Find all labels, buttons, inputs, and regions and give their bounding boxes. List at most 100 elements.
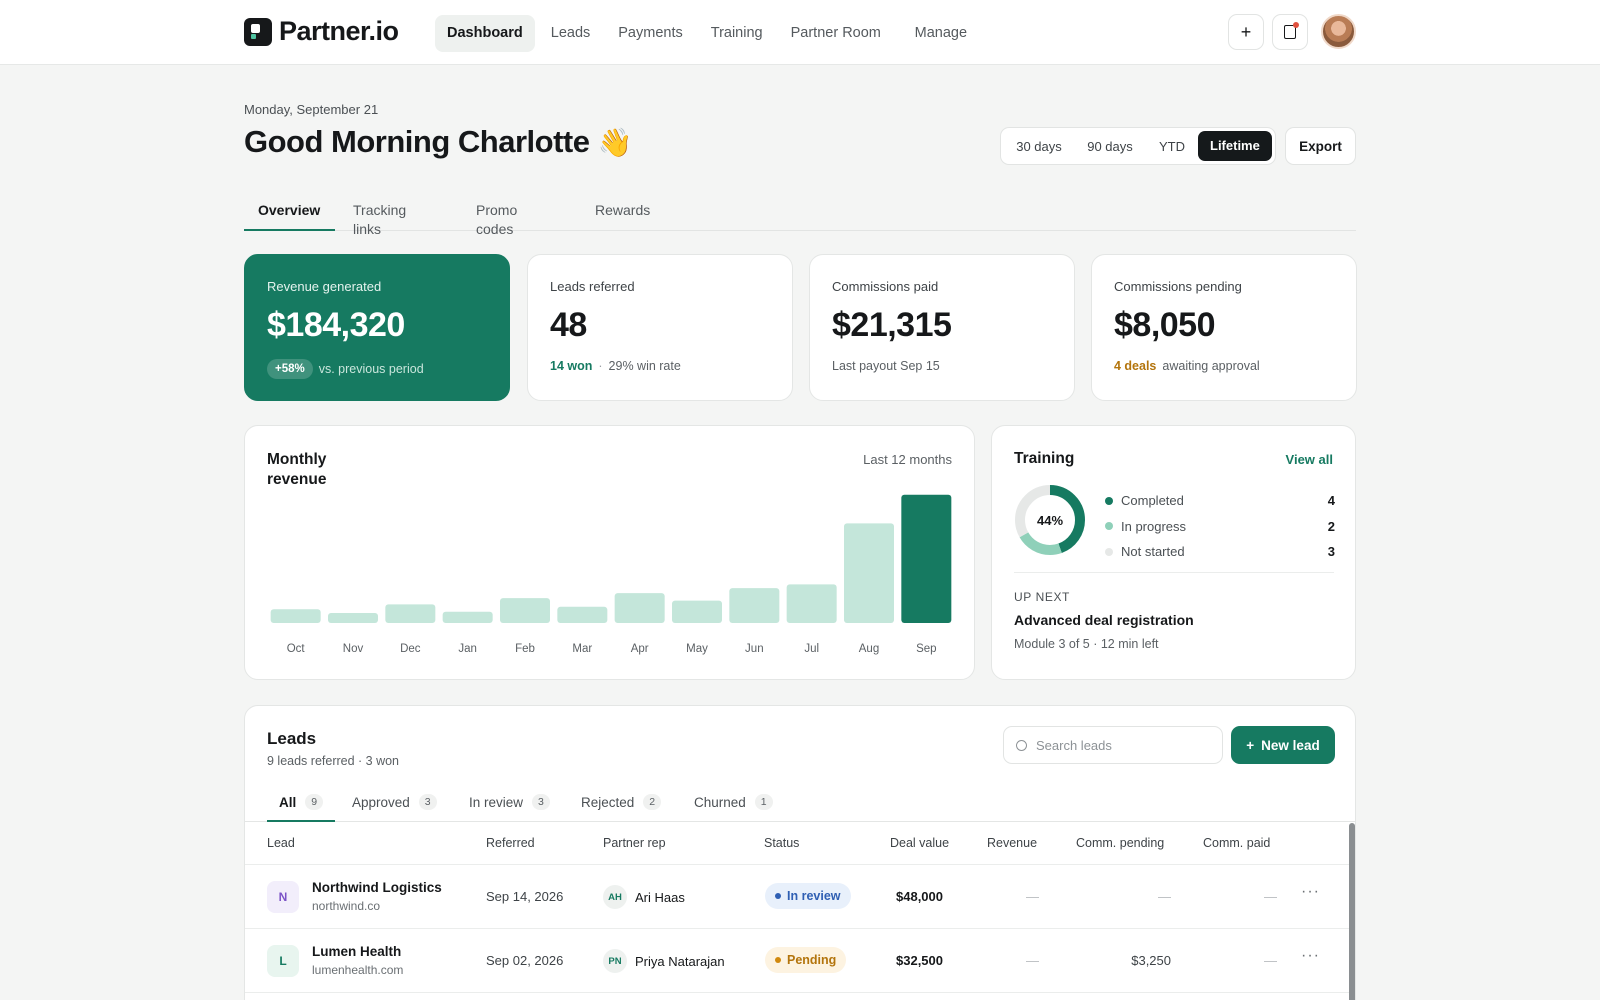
export-button[interactable]: Export — [1285, 127, 1356, 165]
bar-sep[interactable] — [901, 494, 952, 623]
tab-tracking-links[interactable]: Tracking links — [353, 202, 407, 237]
filter-all[interactable]: All 9 — [279, 794, 324, 810]
kpi-commissions-pending-card: Commissions pending $8,050 4 deals await… — [1091, 254, 1357, 401]
legend-dot — [1105, 547, 1113, 556]
kpi-label: Leads referred — [550, 279, 635, 294]
rep-name: Ari Haas — [635, 889, 685, 905]
legend-value: 2 — [1327, 518, 1335, 534]
x-tick-label: Dec — [400, 643, 421, 655]
column-header[interactable]: Partner rep — [603, 836, 666, 850]
nav-manage[interactable]: Manage — [914, 25, 968, 41]
legend-value: 4 — [1327, 493, 1335, 509]
kpi-foot: +58% vs. previous period — [267, 359, 487, 379]
filter-in-review[interactable]: In review 3 — [469, 794, 550, 810]
add-button[interactable]: + — [1228, 14, 1264, 50]
bar-oct[interactable] — [270, 609, 321, 623]
referred-date: Sep 02, 2026 — [486, 953, 564, 968]
range-lifetime[interactable]: Lifetime — [1198, 131, 1272, 161]
bar-apr[interactable] — [614, 593, 665, 623]
bar-jul[interactable] — [786, 584, 837, 623]
bar-feb[interactable] — [500, 598, 550, 623]
wave-emoji: 👋 — [597, 127, 633, 158]
comm-pending-value: — — [1158, 889, 1171, 904]
chart-range[interactable]: Last 12 months — [863, 452, 952, 467]
table-scrollbar[interactable] — [1349, 823, 1355, 1000]
greeting-text: Good Morning Charlotte — [244, 124, 590, 159]
comm-paid-value: — — [1264, 889, 1277, 904]
filter-count: 3 — [418, 794, 437, 810]
bar-may[interactable] — [672, 600, 722, 623]
user-avatar[interactable] — [1321, 14, 1356, 49]
search-leads[interactable] — [1003, 726, 1223, 764]
status-label: Pending — [787, 953, 837, 967]
column-header[interactable]: Comm. pending — [1076, 836, 1165, 850]
new-lead-button[interactable]: + New lead — [1231, 726, 1335, 764]
nav-leads[interactable]: Leads — [550, 25, 591, 41]
legend-label: Completed — [1121, 493, 1184, 509]
filter-label: In review — [469, 794, 524, 810]
bar-dec[interactable] — [385, 604, 436, 623]
kpi-revenue-card: Revenue generated $184,320 +58% vs. prev… — [244, 254, 510, 401]
kpi-value: $8,050 — [1114, 306, 1216, 344]
kpi-foot-text: awaiting approval — [1162, 359, 1260, 373]
search-input[interactable] — [1036, 737, 1206, 753]
plus-icon: + — [1246, 737, 1255, 753]
lead-name[interactable]: Lumen Health — [312, 944, 402, 959]
more-actions-icon[interactable]: ··· — [1301, 947, 1320, 964]
notifications-button[interactable] — [1272, 14, 1308, 50]
nav-training[interactable]: Training — [710, 25, 763, 41]
nav-partner-room[interactable]: Partner Room — [790, 25, 881, 41]
revenue-value: — — [1026, 953, 1039, 968]
filter-count: 1 — [754, 794, 773, 810]
column-header[interactable]: Lead — [267, 836, 295, 850]
status-label: In review — [787, 889, 841, 903]
bar-jun[interactable] — [729, 588, 780, 623]
comm-pending-value: $3,250 — [1131, 953, 1171, 968]
deals-count: 4 deals — [1114, 359, 1157, 373]
more-actions-icon[interactable]: ··· — [1301, 883, 1320, 900]
bar-jan[interactable] — [442, 611, 493, 623]
logo[interactable]: Partner.io — [244, 16, 399, 47]
column-header[interactable]: Comm. paid — [1203, 836, 1271, 850]
nav-dashboard[interactable]: Dashboard — [435, 15, 535, 52]
column-header[interactable]: Status — [764, 836, 800, 850]
lead-avatar: L — [267, 945, 299, 977]
nav-payments[interactable]: Payments — [618, 25, 683, 41]
filter-label: Approved — [352, 794, 410, 810]
range-90-days[interactable]: 90 days — [1087, 139, 1133, 154]
bar-mar[interactable] — [557, 606, 608, 623]
view-all-link[interactable]: View all — [1285, 452, 1333, 467]
tab-rewards[interactable]: Rewards — [595, 202, 651, 218]
deal-value: $48,000 — [896, 889, 943, 904]
column-header[interactable]: Referred — [486, 836, 535, 850]
training-percent: 44% — [1036, 512, 1064, 528]
lead-name[interactable]: Northwind Logistics — [312, 880, 442, 895]
x-tick-label: Sep — [916, 643, 936, 655]
chart-title: Monthly revenue — [267, 451, 327, 488]
filter-rejected[interactable]: Rejected 2 — [581, 794, 662, 810]
range-ytd[interactable]: YTD — [1159, 139, 1185, 154]
rep-avatar: PN — [603, 949, 627, 973]
column-header[interactable]: Revenue — [987, 836, 1038, 850]
bar-nov[interactable] — [328, 613, 378, 623]
current-date: Monday, September 21 — [244, 102, 379, 117]
column-header[interactable]: Deal value — [890, 836, 950, 850]
plus-icon: + — [1240, 21, 1252, 42]
kpi-label: Commissions pending — [1114, 279, 1242, 294]
notification-dot — [1293, 22, 1299, 28]
tab-overview[interactable]: Overview — [258, 202, 321, 218]
bar-aug[interactable] — [844, 523, 894, 623]
kpi-foot: 14 won · 29% win rate — [550, 359, 770, 373]
x-tick-label: Aug — [859, 643, 879, 655]
filter-churned[interactable]: Churned 1 — [694, 794, 773, 810]
table-row[interactable]: N Northwind Logistics northwind.co Sep 1… — [245, 865, 1355, 929]
lead-domain: lumenhealth.com — [312, 963, 404, 977]
tab-promo-codes[interactable]: Promo codes — [476, 202, 518, 237]
revenue-bar-chart: Oct Nov Dec Jan Feb Mar Apr May Jun Jul Aug Sep — [270, 494, 952, 655]
range-30-days[interactable]: 30 days — [1016, 139, 1062, 154]
filter-approved[interactable]: Approved 3 — [352, 794, 437, 810]
up-next-title[interactable]: Advanced deal registration — [1014, 612, 1194, 628]
overview-tabs: Overview Tracking links Promo codes Rewa… — [244, 197, 1356, 237]
x-tick-label: Jan — [458, 643, 477, 655]
table-row[interactable]: L Lumen Health lumenhealth.com Sep 02, 2… — [245, 929, 1355, 993]
